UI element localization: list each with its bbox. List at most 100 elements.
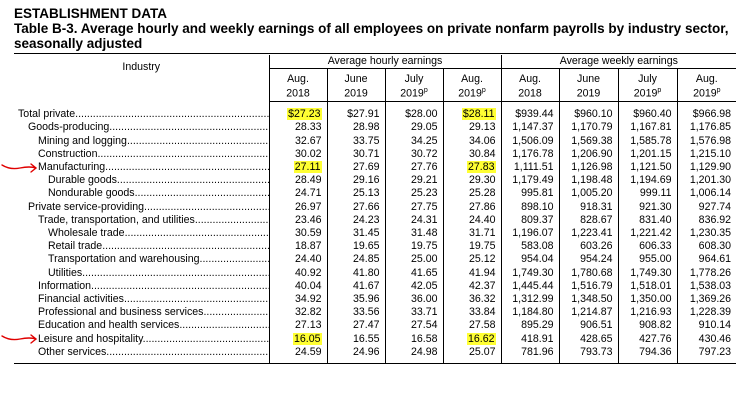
value-text: 32.82 bbox=[294, 306, 322, 319]
table-row: Utilities...............................… bbox=[14, 266, 737, 280]
value-cell: 24.23 bbox=[326, 213, 385, 228]
value-cell: 895.29 bbox=[500, 319, 560, 333]
leader-dots: ........................................… bbox=[142, 332, 269, 345]
value-text: 1,005.20 bbox=[571, 187, 613, 200]
value-cell: 1,350.00 bbox=[617, 293, 678, 307]
value-text: 794.36 bbox=[639, 345, 672, 358]
value-text: 24.40 bbox=[294, 253, 322, 266]
value-cell: 1,215.10 bbox=[676, 147, 737, 162]
value-cell: 27.75 bbox=[384, 200, 443, 214]
value-cell: 30.72 bbox=[384, 147, 443, 162]
weekly-group-header: Average weekly earnings bbox=[500, 55, 737, 70]
value-text: 1,201.30 bbox=[689, 174, 732, 187]
value-cell: 33.84 bbox=[442, 306, 502, 320]
row-label: Financial activities bbox=[38, 293, 124, 306]
value-text: 1,216.93 bbox=[630, 306, 672, 319]
row-label: Construction bbox=[38, 147, 98, 160]
column-header-year: 2019p bbox=[444, 85, 501, 100]
value-text: 1,569.38 bbox=[571, 134, 613, 147]
value-cell: 25.00 bbox=[384, 253, 443, 267]
value-text: 995.81 bbox=[521, 187, 554, 200]
highlighted-value: $27.23 bbox=[287, 108, 322, 121]
value-cell: 27.76 bbox=[384, 161, 443, 175]
value-text: 40.04 bbox=[294, 279, 322, 292]
leader-dots: ........................................… bbox=[109, 121, 269, 134]
leader-dots: ........................................… bbox=[203, 306, 269, 319]
value-cell: 23.46 bbox=[268, 213, 327, 228]
value-cell: 29.21 bbox=[384, 174, 443, 188]
value-cell: 19.65 bbox=[326, 240, 385, 254]
value-text: 25.13 bbox=[352, 187, 380, 200]
value-cell: 606.33 bbox=[617, 240, 678, 254]
value-cell: 35.96 bbox=[326, 293, 385, 307]
value-text: 32.67 bbox=[294, 134, 322, 147]
value-text: 27.69 bbox=[352, 161, 380, 174]
value-text: 30.02 bbox=[294, 147, 322, 160]
value-text: 1,585.78 bbox=[630, 134, 672, 147]
value-text: 1,312.99 bbox=[512, 293, 554, 306]
value-text: 31.71 bbox=[469, 227, 496, 240]
value-cell: 1,228.39 bbox=[676, 306, 737, 320]
value-text: $960.40 bbox=[633, 108, 672, 121]
value-text: $939.44 bbox=[515, 108, 554, 121]
value-text: 1,538.03 bbox=[689, 279, 732, 292]
value-text: 30.84 bbox=[469, 147, 496, 160]
row-label: Durable goods bbox=[48, 174, 117, 187]
value-cell: 30.84 bbox=[442, 147, 502, 162]
value-text: 27.76 bbox=[410, 161, 438, 174]
value-cell: 809.37 bbox=[500, 213, 560, 228]
value-text: 24.23 bbox=[352, 213, 380, 226]
table-row: Education and health services...........… bbox=[14, 319, 737, 333]
column-header-month: July bbox=[638, 72, 657, 85]
column-header-year: 2019p bbox=[619, 85, 677, 100]
row-label: Information bbox=[38, 279, 91, 292]
value-text: 1,778.26 bbox=[689, 266, 732, 279]
value-cell: $939.44 bbox=[500, 108, 560, 122]
value-cell: 418.91 bbox=[500, 332, 560, 346]
value-text: 35.96 bbox=[352, 293, 380, 306]
value-cell: 1,179.49 bbox=[500, 174, 560, 188]
value-cell: 1,201.15 bbox=[617, 147, 678, 162]
value-text: 30.71 bbox=[352, 147, 380, 160]
value-cell: 25.13 bbox=[326, 187, 385, 201]
value-text: 19.75 bbox=[410, 240, 438, 253]
value-cell: 42.05 bbox=[384, 279, 443, 294]
highlighted-value: 27.11 bbox=[293, 161, 322, 174]
value-text: 836.92 bbox=[698, 213, 732, 226]
table-row: Nondurable goods........................… bbox=[14, 187, 737, 201]
value-text: 809.37 bbox=[521, 213, 554, 226]
column-header-year: 2019p bbox=[678, 85, 737, 100]
value-cell: 1,780.68 bbox=[558, 266, 619, 280]
value-cell: 954.04 bbox=[500, 253, 560, 267]
table-row: Information.............................… bbox=[14, 279, 737, 294]
value-cell: 25.12 bbox=[442, 253, 502, 267]
value-cell: 24.71 bbox=[268, 187, 327, 201]
value-cell: 25.07 bbox=[442, 345, 502, 360]
value-text: 23.46 bbox=[294, 213, 322, 226]
value-text: 793.73 bbox=[580, 345, 613, 358]
value-cell: 1,778.26 bbox=[676, 266, 737, 280]
column-header-year: 2019 bbox=[560, 85, 618, 100]
value-cell: 18.87 bbox=[268, 240, 327, 254]
value-cell: $960.40 bbox=[617, 108, 678, 122]
value-text: 27.47 bbox=[352, 319, 380, 332]
value-text: 42.05 bbox=[410, 279, 438, 292]
value-cell: 41.80 bbox=[326, 266, 385, 280]
value-text: 42.37 bbox=[469, 279, 496, 292]
value-cell: 918.31 bbox=[558, 200, 619, 214]
value-text: 1,518.01 bbox=[630, 279, 672, 292]
value-text: 30.72 bbox=[410, 147, 438, 160]
leader-dots: ........................................… bbox=[106, 345, 269, 358]
leader-dots: ........................................… bbox=[199, 253, 269, 266]
table-row: Leisure and hospitality.................… bbox=[14, 332, 737, 346]
value-text: 1,196.07 bbox=[512, 227, 554, 240]
value-text: 24.40 bbox=[469, 213, 496, 226]
leader-dots: ........................................… bbox=[82, 266, 269, 279]
value-cell: 1,749.30 bbox=[500, 266, 560, 280]
value-text: 30.59 bbox=[294, 227, 322, 240]
value-cell: 1,516.79 bbox=[558, 279, 619, 294]
row-label: Other services bbox=[38, 345, 107, 358]
value-cell: 910.14 bbox=[676, 319, 737, 333]
value-cell: 954.24 bbox=[558, 253, 619, 267]
value-cell: 955.00 bbox=[617, 253, 678, 267]
